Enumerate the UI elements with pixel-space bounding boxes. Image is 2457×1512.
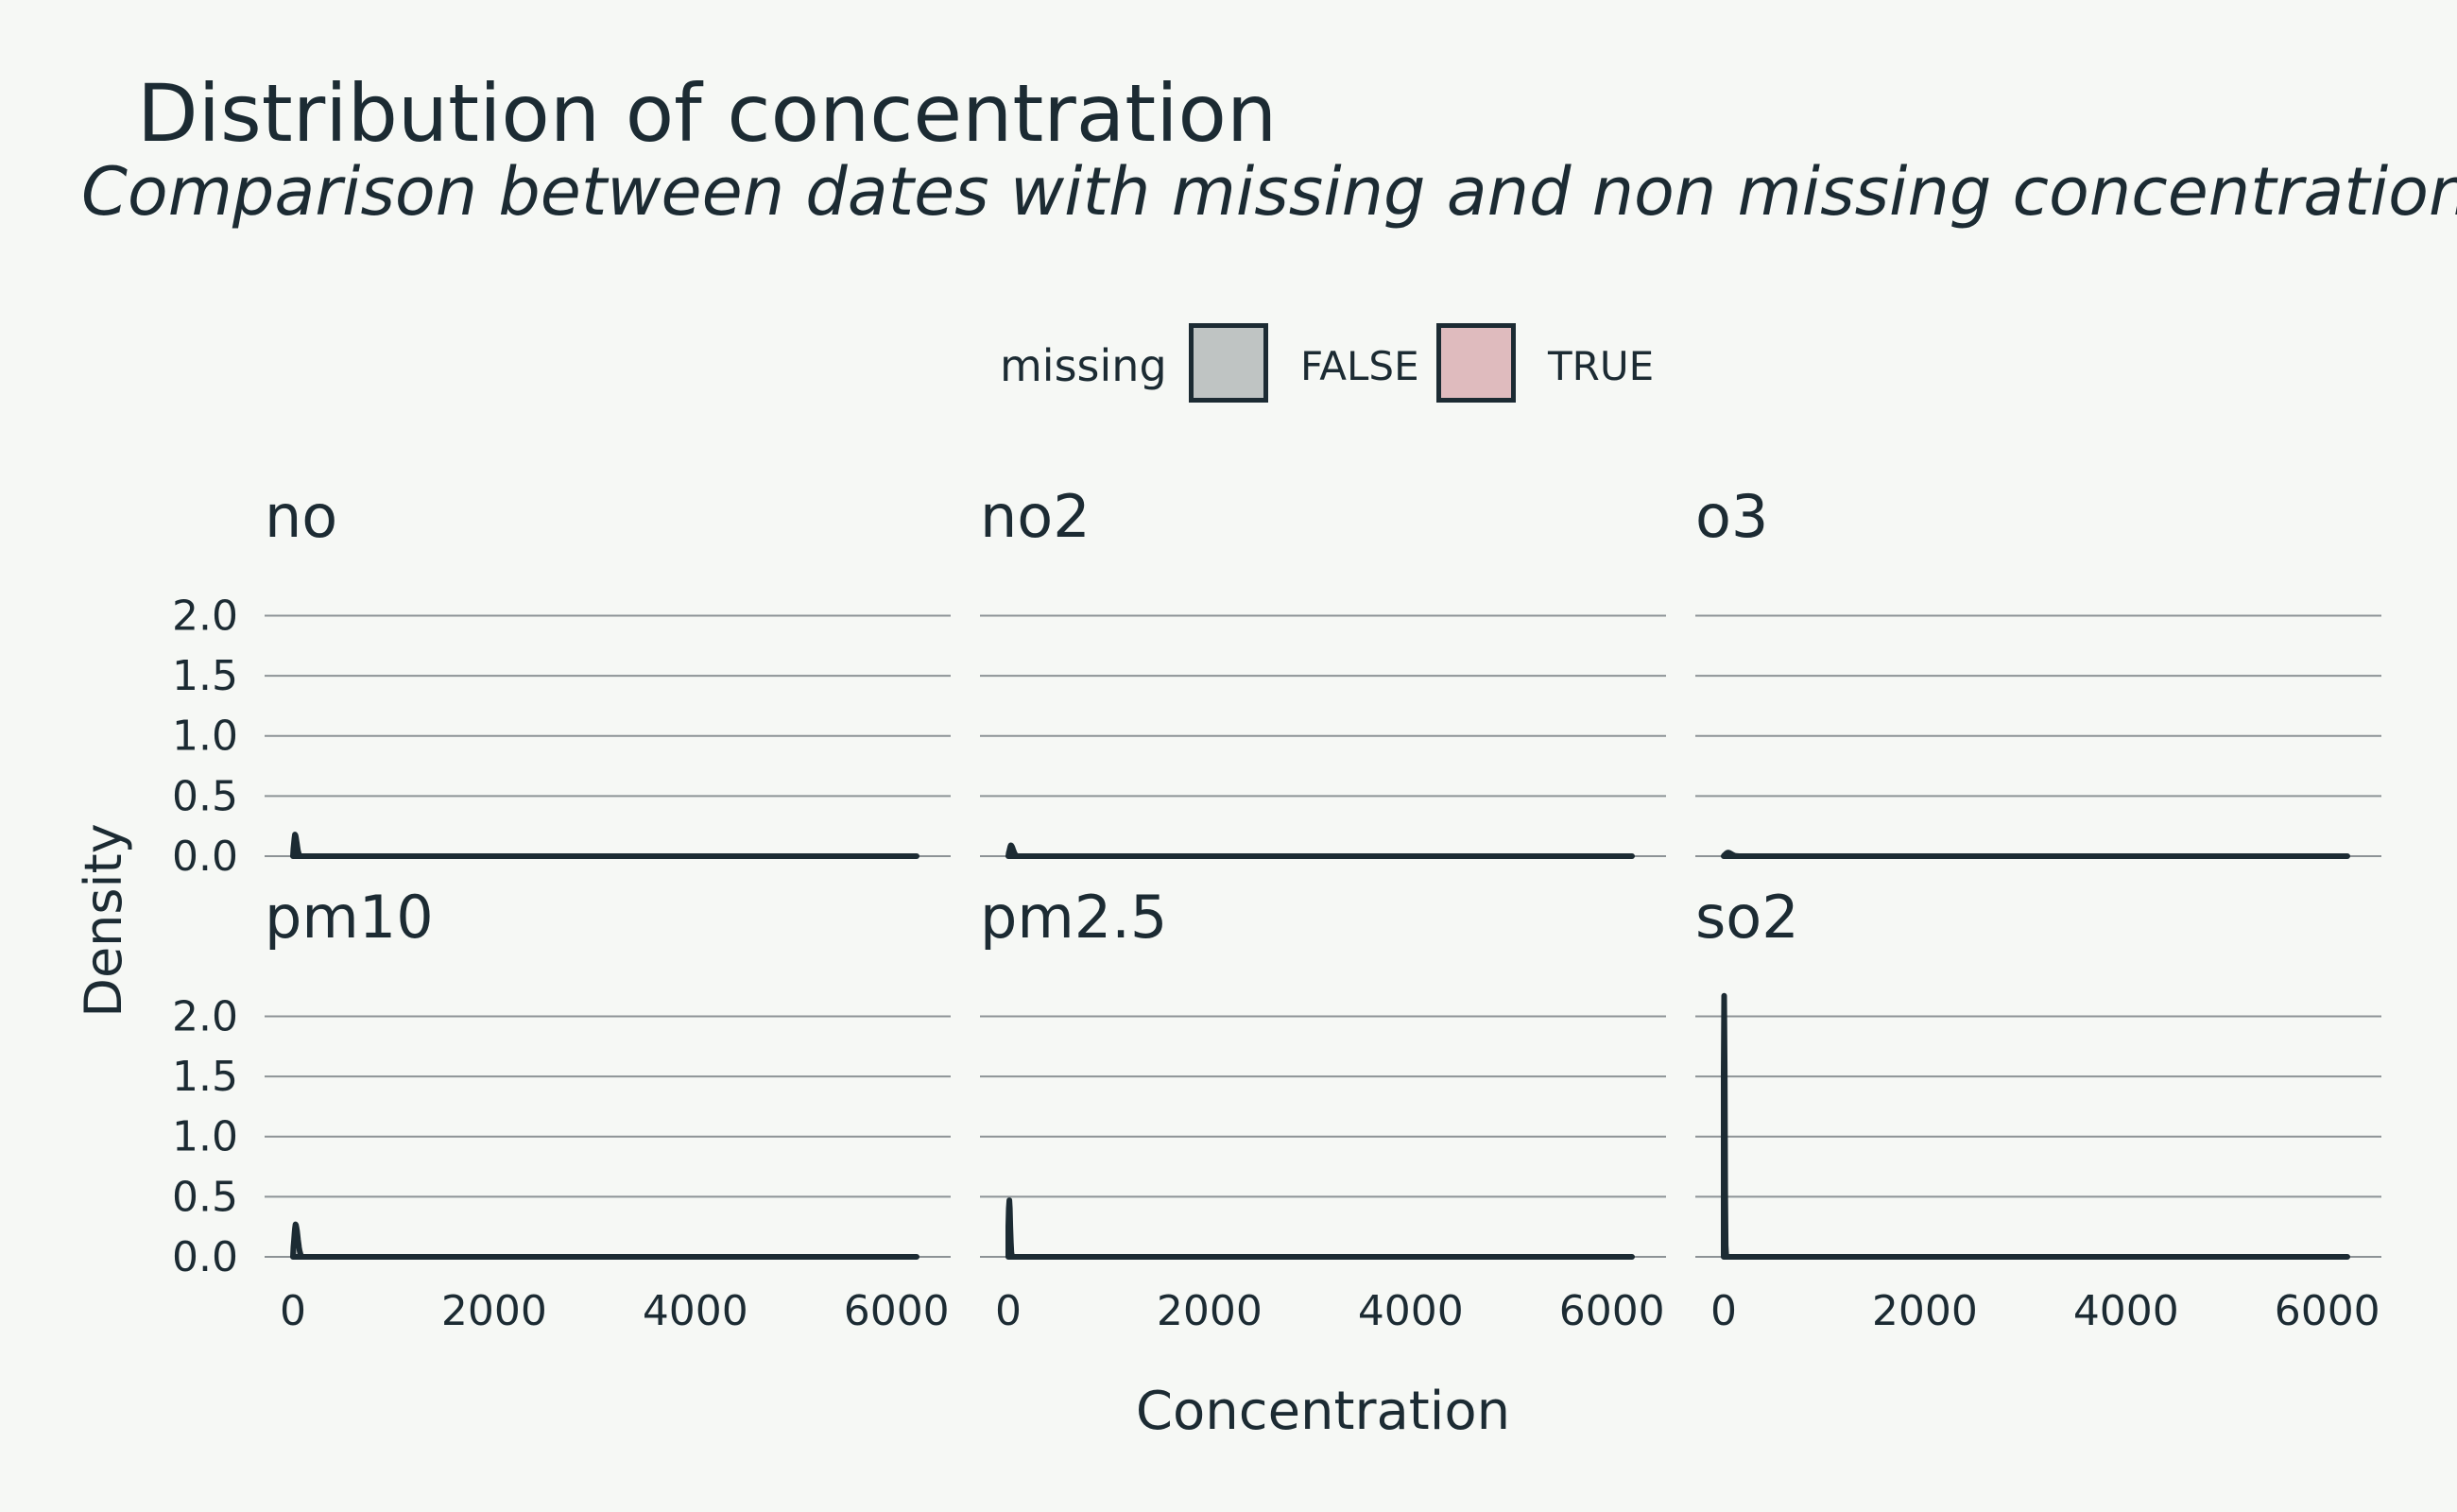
y-tick-label: 0.0 [172,1233,238,1281]
chart-title: Distribution of concentration [137,67,1278,160]
facet-pm2-5: pm2.5 0 2000 4000 6000 [980,883,1666,1335]
x-tick-label: 6000 [1559,1287,1665,1335]
x-tick-label: 0 [280,1287,306,1335]
x-tick-label: 0 [1710,1287,1737,1335]
y-tick-label: 1.5 [172,1053,238,1101]
density-area-false [1721,850,2350,859]
facet-no: no 0.0 0.5 1.0 1.5 2.0 [172,482,951,881]
legend-key-true [1436,323,1516,403]
chart-subtitle: Comparison between dates with missing an… [81,153,2457,231]
x-tick-label: 2000 [1872,1287,1978,1335]
x-tick-label: 4000 [643,1287,748,1335]
legend-label-false: FALSE [1300,343,1419,389]
x-tick-label: 6000 [844,1287,950,1335]
density-area-false [290,1221,919,1260]
facet-label-o3: o3 [1695,482,1768,551]
facet-label-pm10: pm10 [265,883,434,952]
density-area-false [1005,842,1635,859]
facet-label-no: no [265,482,337,551]
legend-key-false [1189,323,1268,403]
facet-o3: o3 [1695,482,2381,859]
y-tick-label: 1.0 [172,713,238,761]
density-area-false [1005,1197,1635,1260]
facet-pm10: pm10 0.0 0.5 1.0 1.5 2.0 0 2000 4000 6000 [172,883,951,1335]
x-axis-label: Concentration [1136,1381,1510,1442]
x-tick-label: 4000 [2073,1287,2179,1335]
x-tick-label: 2000 [1157,1287,1263,1335]
facet-so2: so2 0 2000 4000 6000 [1695,883,2381,1335]
x-tick-label: 0 [995,1287,1022,1335]
y-tick-label: 0.5 [172,1173,238,1221]
y-tick-label: 2.0 [172,592,238,640]
legend-label-true: TRUE [1548,343,1655,389]
y-tick-label: 2.0 [172,992,238,1040]
y-tick-label: 1.5 [172,652,238,700]
legend-title: missing [1000,340,1167,391]
facet-no2: no2 [980,482,1666,859]
x-tick-label: 6000 [2275,1287,2380,1335]
x-tick-label: 4000 [1358,1287,1464,1335]
density-area-false [290,832,919,859]
y-tick-label: 0.5 [172,772,238,820]
facet-label-so2: so2 [1695,883,1799,952]
density-area-false [1721,992,2350,1260]
x-tick-label: 2000 [441,1287,547,1335]
facet-label-pm2-5: pm2.5 [980,883,1167,952]
y-tick-label: 1.0 [172,1113,238,1161]
y-axis-label: Density [74,823,133,1017]
facet-label-no2: no2 [980,482,1091,551]
y-tick-label: 0.0 [172,833,238,881]
